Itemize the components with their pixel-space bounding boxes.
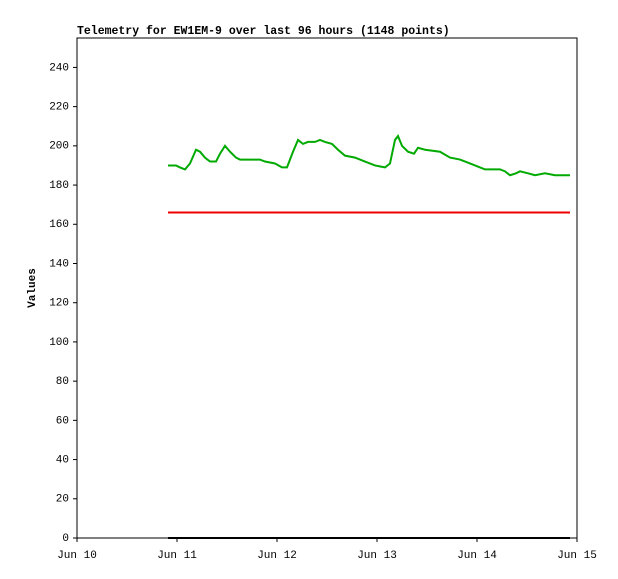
x-tick-label: Jun 14 <box>457 550 497 562</box>
data-line <box>168 134 570 177</box>
y-tick-label: 100 <box>49 337 69 349</box>
y-tick-label: 140 <box>49 258 69 270</box>
x-tick-label: Jun 12 <box>257 550 297 562</box>
x-tick-label: Jun 13 <box>357 550 397 562</box>
y-tick-label: 120 <box>49 298 69 310</box>
y-tick-label: 20 <box>56 494 69 506</box>
y-tick-label: 60 <box>56 415 69 427</box>
y-tick-label: 180 <box>49 180 69 192</box>
y-tick-label: 220 <box>49 102 69 114</box>
plot-frame <box>76 37 578 539</box>
y-tick-label: 240 <box>49 62 69 74</box>
y-tick-label: 40 <box>56 454 69 466</box>
y-tick-label: 160 <box>49 219 69 231</box>
y-tick-label: 80 <box>56 376 69 388</box>
x-tick-label: Jun 11 <box>157 550 197 562</box>
x-tick-label: Jun 10 <box>57 550 97 562</box>
y-axis-label: Values <box>27 268 39 308</box>
y-tick-label: 200 <box>49 141 69 153</box>
chart-title: Telemetry for EW1EM-9 over last 96 hours… <box>77 25 450 38</box>
x-tick-label: Jun 15 <box>557 550 597 562</box>
y-tick-label: 0 <box>62 533 69 545</box>
